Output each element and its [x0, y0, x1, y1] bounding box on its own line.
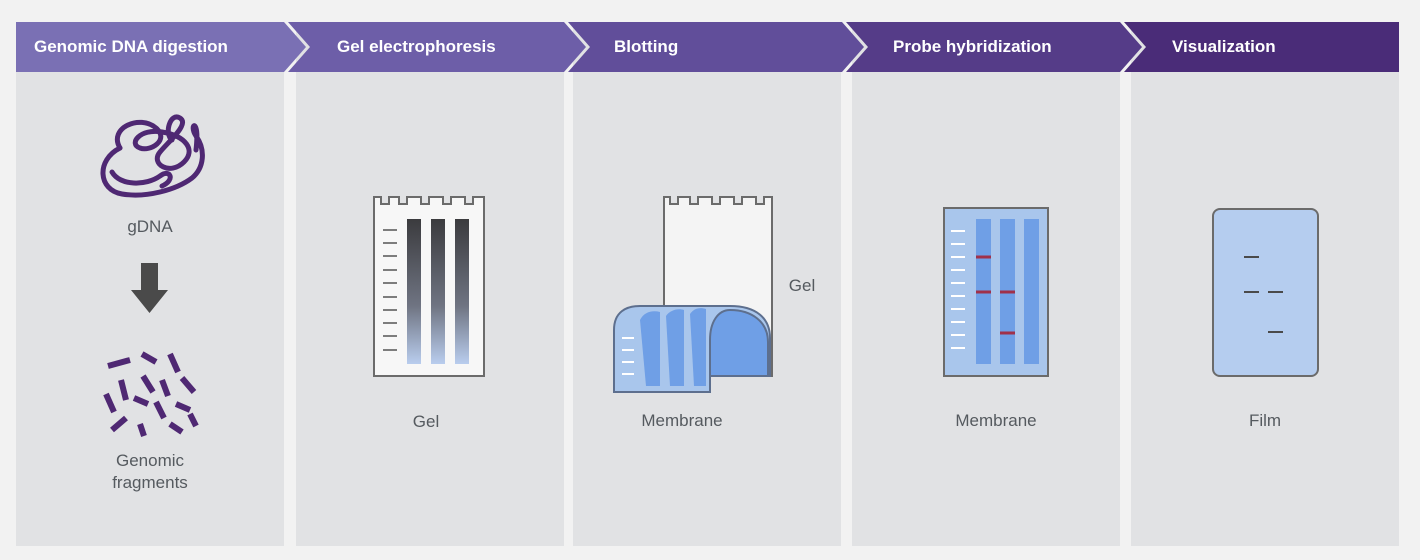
gdna-label: gDNA: [127, 217, 173, 236]
blot-membrane-label: Membrane: [641, 411, 723, 430]
gel-label: Gel: [412, 412, 440, 431]
step-label-gel-electrophoresis: Gel electrophoresis: [337, 37, 496, 56]
film-label: Film: [1248, 411, 1282, 430]
step-label-probe-hybridization: Probe hybridization: [893, 37, 1052, 56]
fragments-label-line2: fragments: [112, 473, 188, 492]
chevron-step-3: [568, 22, 864, 72]
chevron-step-1: [16, 22, 306, 72]
blot-gel-label: Gel: [788, 276, 816, 295]
step-label-visualization: Visualization: [1172, 37, 1276, 56]
probe-membrane-label: Membrane: [955, 411, 1037, 430]
chevron-step-4: [846, 22, 1142, 72]
step-label-dna-digestion: Genomic DNA digestion: [34, 37, 228, 56]
fragments-label-line1: Genomic: [115, 451, 185, 470]
chevron-step-5: [1124, 22, 1399, 72]
chevron-step-2: [288, 22, 586, 72]
step-label-blotting: Blotting: [614, 37, 679, 56]
